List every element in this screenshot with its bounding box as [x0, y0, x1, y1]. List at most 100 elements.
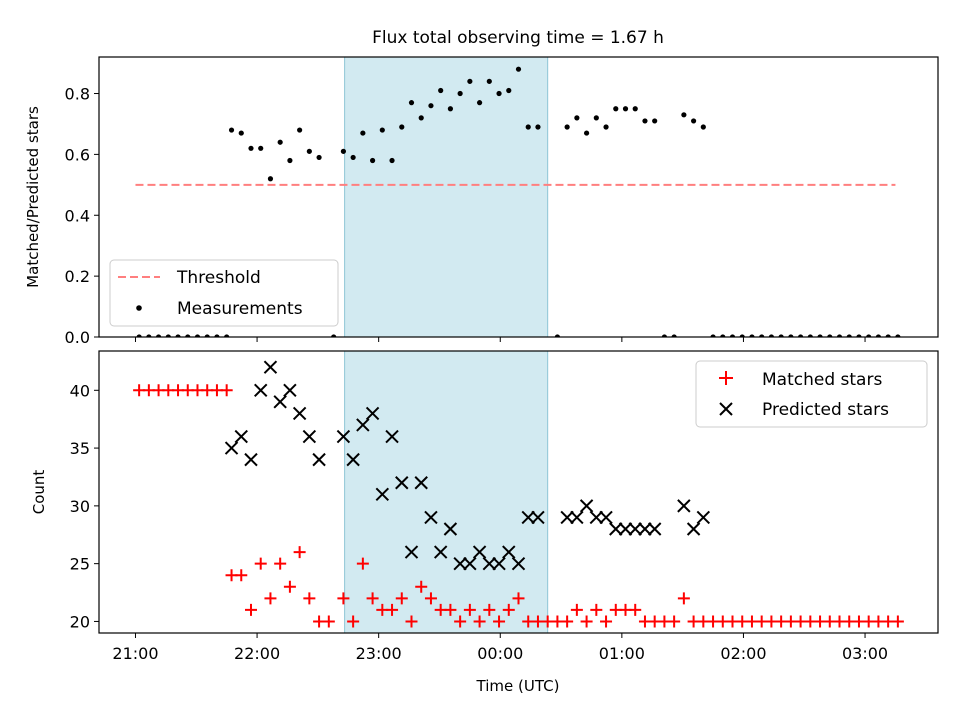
- x-tick-label: 00:00: [477, 644, 523, 663]
- matched-star-point: [386, 603, 399, 616]
- measurement-point: [389, 157, 395, 164]
- matched-star-point: [580, 615, 593, 628]
- predicted-star-point: [395, 476, 409, 490]
- matched-legend-swatch: [719, 371, 733, 385]
- measurement-point: [258, 145, 264, 151]
- predicted-star-point: [336, 429, 351, 444]
- measurement-point: [277, 139, 283, 145]
- measurement-point: [856, 334, 862, 337]
- predicted-star-point: [618, 522, 633, 536]
- matched-star-point: [264, 592, 277, 605]
- top-series-0: [136, 66, 901, 337]
- predicted-star-point: [492, 556, 506, 571]
- measurement-point: [224, 334, 230, 337]
- top-legend: Threshold Measurements: [109, 259, 339, 327]
- measurement-point: [681, 112, 687, 118]
- measurement-point: [671, 334, 677, 337]
- measurement-point: [652, 118, 658, 124]
- predicted-star-point: [346, 452, 360, 467]
- predicted-star-point: [224, 441, 239, 455]
- measurement-point: [185, 334, 191, 337]
- measurement-point: [238, 130, 244, 136]
- matched-star-point: [395, 592, 408, 605]
- bottom-series-0: [133, 384, 904, 628]
- matched-star-point: [293, 546, 306, 559]
- matched-star-point: [235, 569, 248, 582]
- measurement-point: [340, 148, 347, 154]
- measurement-point: [729, 334, 736, 337]
- predicted-star-point: [254, 383, 268, 398]
- measurement-point: [165, 334, 171, 337]
- measurement-point: [807, 334, 813, 337]
- matched-star-point: [668, 615, 681, 628]
- x-tick-label: 22:00: [234, 644, 280, 663]
- top-axes-frame: [98, 56, 939, 338]
- matched-star-point: [366, 592, 379, 605]
- matched-star-point: [502, 603, 515, 616]
- matched-star-point: [220, 384, 233, 397]
- measurement-point: [739, 334, 745, 337]
- matched-star-point: [463, 603, 476, 616]
- x-tick-label: 02:00: [720, 644, 766, 663]
- predicted-star-point: [443, 522, 458, 536]
- top-y-tick-label: 0.4: [65, 206, 90, 225]
- predicted-star-point: [292, 406, 307, 421]
- bottom-panel-counts: Count Time (UTC) 20 25 30 35 40 21:00 22:00 23:…: [30, 350, 939, 695]
- predicted-star-point: [375, 487, 390, 502]
- matched-star-point: [590, 603, 603, 616]
- predicted-star-point: [273, 395, 287, 409]
- predicted-star-point: [521, 510, 535, 525]
- x-tick-label: 03:00: [842, 644, 888, 663]
- predicted-star-point: [463, 556, 477, 571]
- matched-legend-label: Matched stars: [762, 370, 882, 390]
- matched-star-point: [283, 580, 296, 593]
- bottom-series-1: [224, 360, 711, 571]
- measurement-point: [564, 124, 570, 130]
- top-y-axis-label: Matched/Predicted stars: [24, 106, 42, 288]
- matched-star-point: [629, 603, 642, 616]
- matched-star-point: [274, 557, 287, 570]
- bottom-y-axis-label: Count: [30, 470, 48, 515]
- predicted-star-point: [531, 510, 545, 525]
- measurement-point: [447, 106, 454, 112]
- bottom-y-tick-label: 25: [70, 555, 90, 574]
- measurement-point: [875, 334, 882, 337]
- matched-star-point: [347, 615, 360, 628]
- matched-star-point: [415, 580, 428, 593]
- measurements-legend-swatch: [136, 305, 142, 311]
- measurement-point: [554, 334, 561, 337]
- predicted-star-point: [589, 510, 604, 525]
- predicted-star-point: [234, 429, 248, 444]
- predicted-star-point: [677, 499, 691, 513]
- measurement-point: [331, 334, 337, 337]
- predicted-star-point: [385, 429, 399, 444]
- matched-star-point: [473, 615, 486, 628]
- measurement-point: [690, 118, 697, 124]
- predicted-star-point: [312, 452, 326, 467]
- measurement-point: [583, 130, 590, 136]
- top-panel-ratio: Flux total observing time = 1.67 h Match…: [24, 28, 939, 347]
- predicted-star-point: [356, 418, 370, 432]
- measurement-point: [287, 157, 293, 164]
- predicted-star-point: [638, 522, 652, 536]
- matched-star-point: [244, 603, 257, 616]
- measurement-point: [866, 334, 872, 337]
- bottom-y-tick-label: 40: [70, 381, 90, 400]
- predicted-star-point: [302, 429, 317, 444]
- x-tick-label: 21:00: [112, 644, 158, 663]
- predicted-star-point: [365, 406, 380, 421]
- bottom-y-tick-label: 35: [70, 439, 90, 458]
- bottom-legend-box: [695, 360, 928, 428]
- bottom-y-tick-label: 20: [70, 612, 90, 631]
- predicted-star-point: [560, 510, 574, 525]
- bottom-y-tick-label: 30: [70, 497, 90, 516]
- measurement-point: [632, 106, 638, 112]
- matched-star-point: [424, 592, 437, 605]
- top-marks: [135, 66, 901, 337]
- matched-star-point: [405, 615, 418, 628]
- bottom-plot-area: 20 25 30 35 40 21:00 22:00 23:00 00:00 01:00 02:00…: [70, 350, 939, 663]
- measurement-point: [506, 87, 512, 94]
- chart-title: Flux total observing time = 1.67 h: [372, 28, 664, 48]
- bottom-axes-frame: [98, 350, 939, 634]
